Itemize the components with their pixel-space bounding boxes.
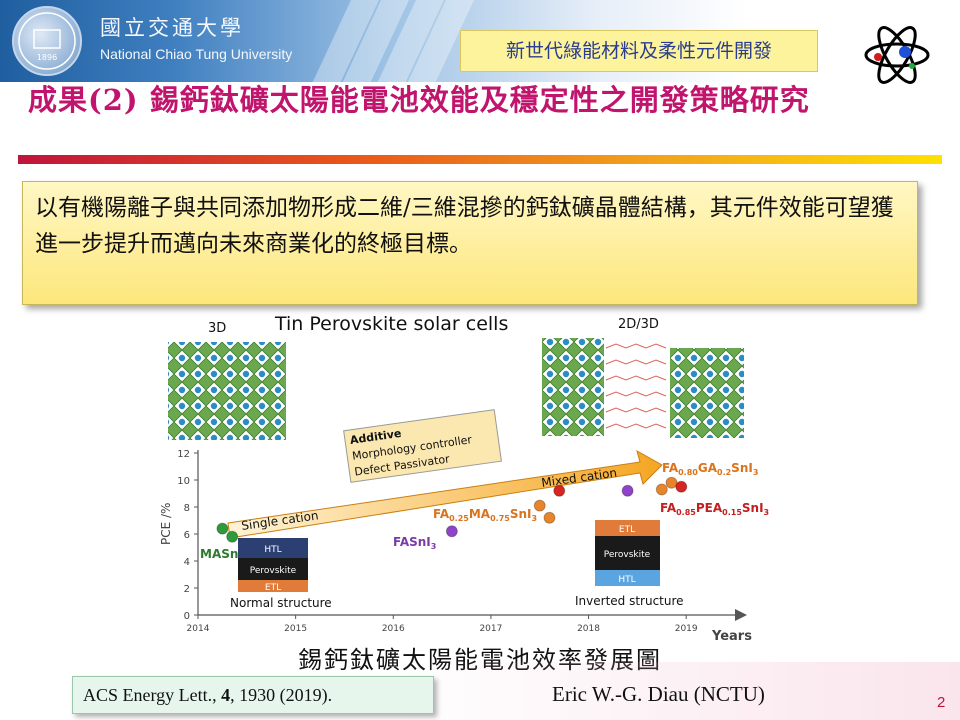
summary-box: 以有機陽離子與共同添加物形成二維/三維混摻的鈣鈦礦晶體結構，其元件效能可望獲進一…	[22, 181, 918, 305]
x-tick-label: 2015	[284, 624, 307, 634]
data-point	[533, 499, 546, 512]
additive-box: Additive Morphology controller Defect Pa…	[343, 409, 502, 483]
summary-text: 以有機陽離子與共同添加物形成二維/三維混摻的鈣鈦礦晶體結構，其元件效能可望獲進一…	[35, 195, 894, 257]
reference-volume: 4	[221, 685, 231, 705]
y-tick-label: 0	[184, 611, 190, 622]
figure-caption: 錫鈣鈦礦太陽能電池效率發展圖	[298, 646, 662, 674]
normal-etl: ETL	[265, 583, 281, 593]
crystal-2d3d-left	[542, 338, 604, 436]
y-axis-label: PCE /%	[159, 503, 173, 545]
page-number: 2	[937, 694, 946, 711]
data-point	[655, 483, 668, 496]
data-point	[216, 522, 229, 535]
y-tick-label: 4	[184, 557, 190, 568]
y-ticks: 0 2 4 6 8 10 12	[177, 449, 198, 622]
normal-htl: HTL	[264, 545, 281, 555]
x-axis-label: Years	[711, 629, 752, 644]
label-fa025ma075: FA0.25MA0.75SnI3	[433, 507, 537, 523]
inverted-etl: ETL	[619, 525, 635, 535]
y-tick-label: 2	[184, 584, 190, 595]
y-tick-label: 6	[184, 530, 190, 541]
svg-text:1896: 1896	[37, 53, 57, 62]
label-fa080ga: FA0.80GA0.2SnI3	[662, 461, 758, 477]
arrow-mixed-cation: Mixed cation	[540, 466, 617, 490]
data-point	[621, 484, 634, 497]
crystal-2d3d-right	[670, 348, 744, 438]
university-seal: 1896	[12, 6, 82, 76]
page-title: 成果(2) 錫鈣鈦礦太陽能電池效能及穩定性之開發策略研究	[28, 83, 810, 117]
data-point	[675, 480, 688, 493]
data-point	[665, 476, 678, 489]
label-fasni3: FASnI3	[393, 535, 436, 551]
data-point	[445, 525, 458, 538]
x-tick-label: 2017	[479, 624, 502, 634]
data-points	[216, 476, 688, 543]
y-tick-label: 10	[177, 476, 190, 487]
inverted-structure-label: Inverted structure	[575, 594, 684, 608]
reference-box: ACS Energy Lett., 4, 1930 (2019).	[72, 676, 434, 714]
y-tick-label: 8	[184, 503, 190, 514]
x-tick-label: 2018	[577, 624, 600, 634]
data-point	[553, 484, 566, 497]
inverted-structure-stack: ETL Perovskite HTL	[595, 520, 660, 586]
x-tick-label: 2016	[382, 624, 405, 634]
x-tick-label: 2014	[187, 624, 210, 634]
label-fa085pea: FA0.85PEA0.15SnI3	[660, 501, 769, 517]
normal-structure-label: Normal structure	[230, 596, 332, 610]
inverted-perovskite: Perovskite	[604, 550, 651, 560]
inverted-htl: HTL	[618, 575, 635, 585]
perovskite-figure: Tin Perovskite solar cells 3D 2D/3D 0 2 4 6…	[159, 313, 769, 644]
atom-icon	[864, 26, 930, 84]
x-axis-arrowhead	[735, 609, 747, 621]
crystal-3d	[168, 342, 286, 440]
normal-structure-stack: HTL Perovskite ETL	[238, 538, 308, 593]
reference-journal: ACS Energy Lett.,	[83, 685, 222, 705]
author-credit: Eric W.-G. Diau (NCTU)	[552, 682, 765, 706]
label-2d3d: 2D/3D	[618, 317, 659, 332]
data-point	[543, 511, 556, 524]
y-tick-label: 12	[177, 449, 190, 460]
university-name-cn: 國立交通大學	[100, 16, 244, 40]
trend-arrow	[227, 449, 663, 539]
organic-spacer	[605, 343, 667, 429]
x-tick-label: 2019	[675, 624, 698, 634]
x-ticks: 2014 2015 2016 2017 2018 2019	[187, 615, 698, 634]
data-point	[226, 530, 239, 543]
topic-label: 新世代綠能材料及柔性元件開發	[460, 30, 818, 72]
title-underline	[18, 155, 942, 164]
normal-perovskite: Perovskite	[250, 566, 297, 576]
figure-title: Tin Perovskite solar cells	[274, 313, 508, 335]
reference-pages: , 1930 (2019).	[230, 685, 333, 705]
university-name-en: National Chiao Tung University	[100, 46, 293, 62]
label-3d: 3D	[208, 321, 226, 336]
